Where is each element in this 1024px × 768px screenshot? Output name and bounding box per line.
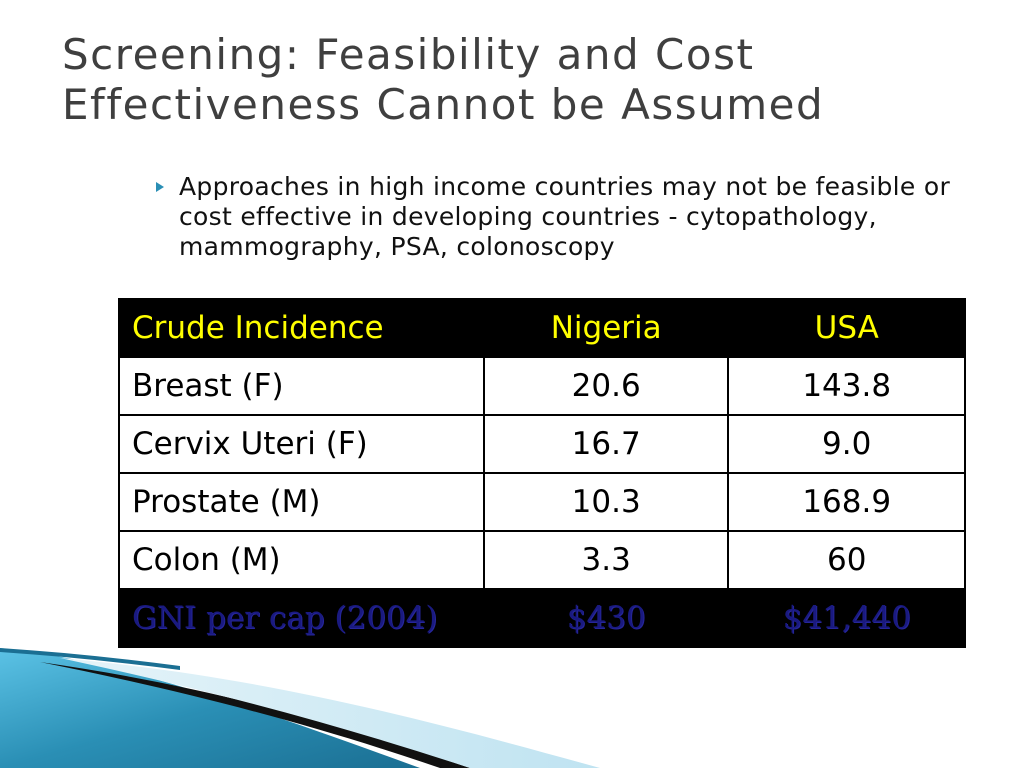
table-cell: 9.0: [727, 414, 966, 474]
slide-title: Screening: Feasibility and Cost Effectiv…: [62, 30, 825, 129]
table-row: Breast (F) 20.6 143.8: [118, 356, 966, 416]
table-cell: 20.6: [482, 356, 730, 416]
row-label: Colon (M): [118, 530, 485, 590]
table-footer-row: GNI per cap (2004) $430 $41,440: [118, 588, 966, 648]
footer-cell: $41,440: [727, 588, 966, 648]
bullet-item: Approaches in high income countries may …: [155, 172, 975, 262]
header-cell: Nigeria: [482, 298, 730, 358]
table-cell: 60: [727, 530, 966, 590]
triangle-right-icon: [155, 172, 179, 262]
decorative-swoosh: [0, 648, 600, 768]
table-cell: 143.8: [727, 356, 966, 416]
header-cell: USA: [727, 298, 966, 358]
incidence-table: Crude Incidence Nigeria USA Breast (F) 2…: [118, 298, 966, 648]
table-row: Cervix Uteri (F) 16.7 9.0: [118, 414, 966, 474]
footer-cell: $430: [482, 588, 730, 648]
footer-label: GNI per cap (2004): [118, 588, 485, 648]
table-header-row: Crude Incidence Nigeria USA: [118, 298, 966, 358]
table-cell: 16.7: [482, 414, 730, 474]
bullet-text: Approaches in high income countries may …: [179, 172, 951, 261]
table-cell: 3.3: [482, 530, 730, 590]
table-row: Colon (M) 3.3 60: [118, 530, 966, 590]
table-cell: 10.3: [482, 472, 730, 532]
row-label: Prostate (M): [118, 472, 485, 532]
table-cell: 168.9: [727, 472, 966, 532]
header-cell: Crude Incidence: [118, 298, 485, 358]
table-row: Prostate (M) 10.3 168.9: [118, 472, 966, 532]
row-label: Breast (F): [118, 356, 485, 416]
row-label: Cervix Uteri (F): [118, 414, 485, 474]
